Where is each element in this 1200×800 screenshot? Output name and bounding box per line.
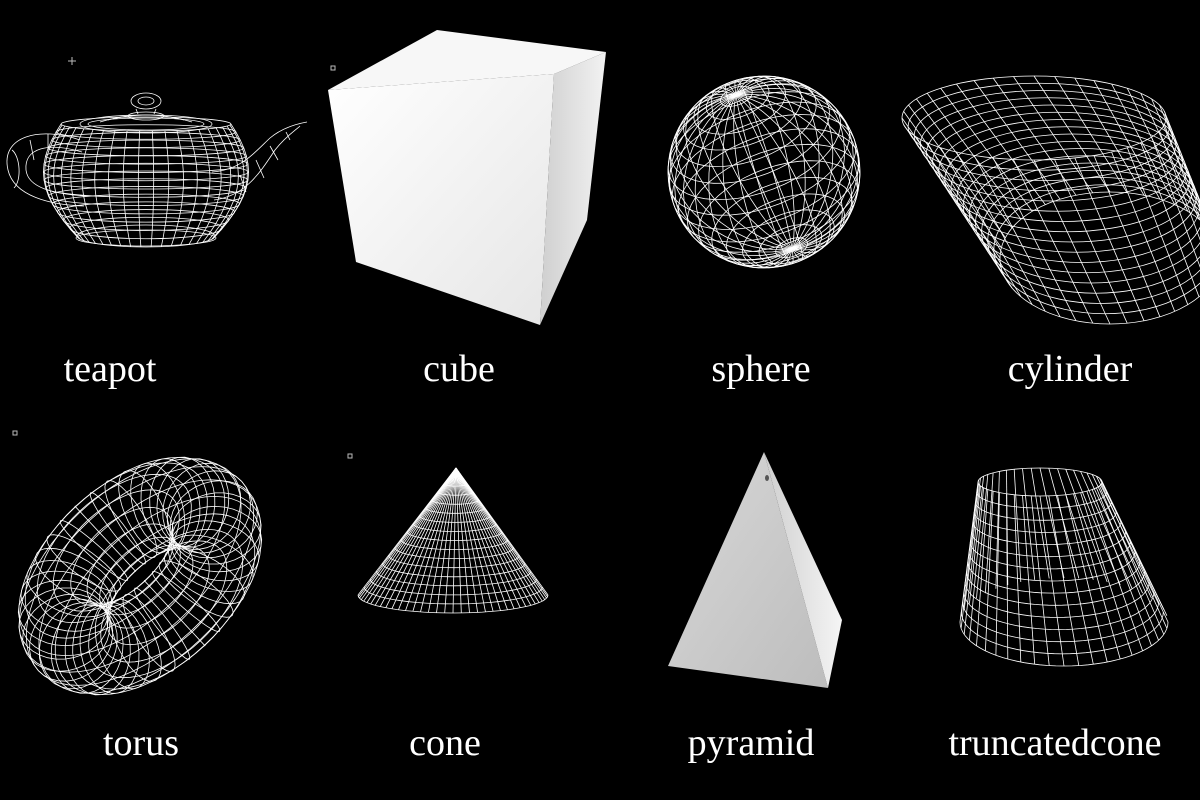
label-cylinder: cylinder xyxy=(1008,350,1133,388)
label-truncatedcone: truncatedcone xyxy=(948,724,1161,762)
label-teapot: teapot xyxy=(64,350,157,388)
pyramid-solid xyxy=(668,452,842,688)
cylinder-wireframe xyxy=(902,76,1200,324)
teapot-wireframe xyxy=(7,93,307,247)
corner-marks xyxy=(13,57,352,458)
torus-wireframe xyxy=(18,457,261,695)
label-torus: torus xyxy=(103,724,179,762)
label-sphere: sphere xyxy=(711,350,810,388)
label-cone: cone xyxy=(409,724,481,762)
truncatedcone-wireframe xyxy=(960,468,1168,666)
label-cube: cube xyxy=(423,350,495,388)
label-pyramid: pyramid xyxy=(688,724,815,762)
cone-wireframe xyxy=(358,468,548,613)
cube-solid xyxy=(328,30,606,325)
sphere-wireframe xyxy=(668,76,860,268)
